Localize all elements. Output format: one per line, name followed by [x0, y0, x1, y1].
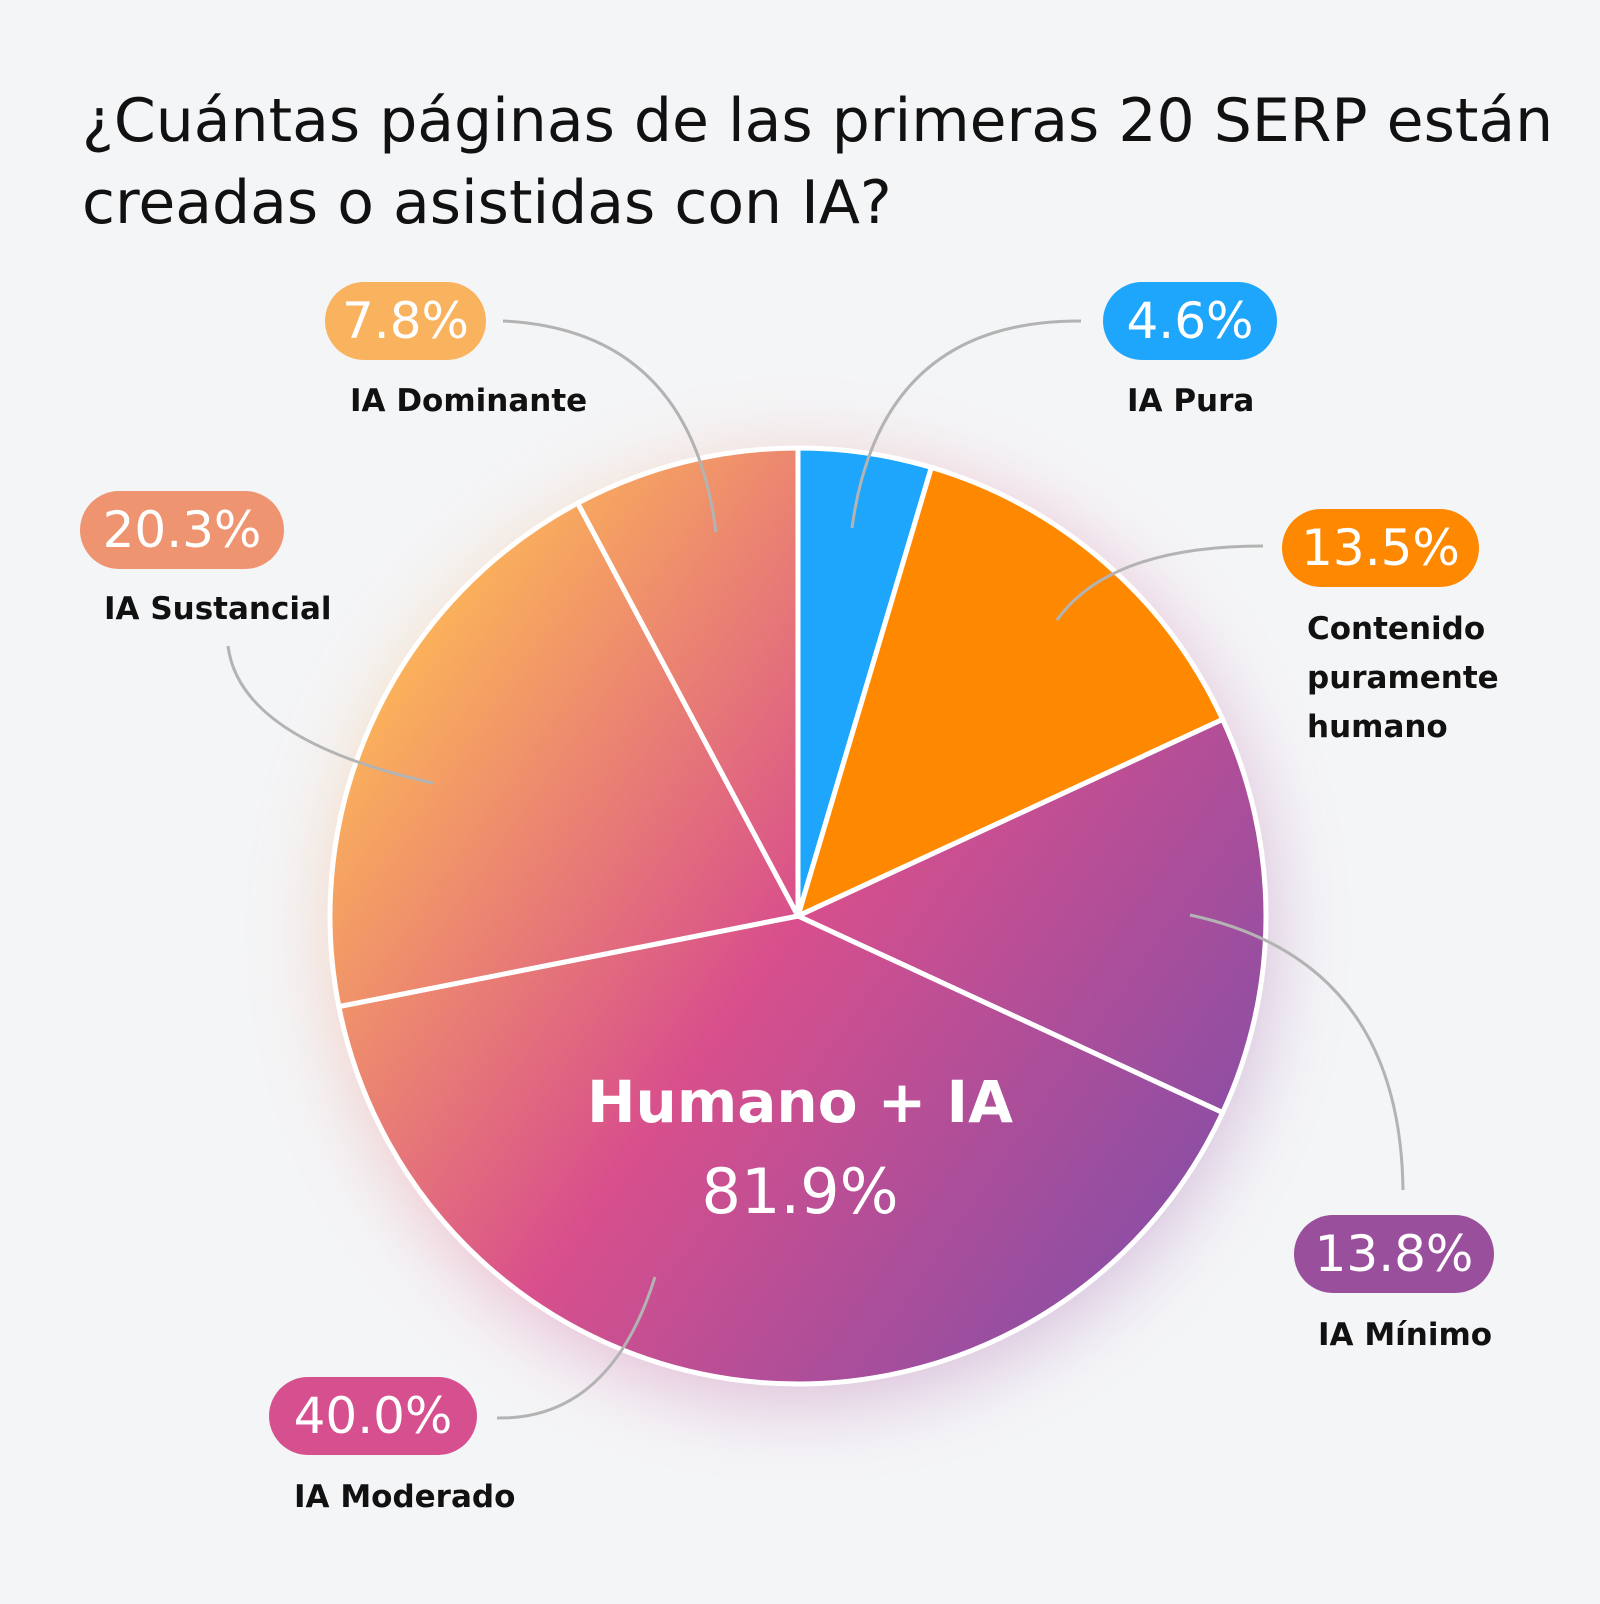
value-label-ia-sustancial: 20.3%: [80, 491, 284, 569]
leader-line-ia-pura: [850, 319, 1082, 529]
leader-line-ia-sustancial: [226, 645, 434, 785]
pie-slice-ia-dominante: [575, 445, 801, 919]
label-ia-pura: IA Pura: [1127, 383, 1255, 419]
label-ia-moderado: IA Moderado: [294, 1479, 516, 1515]
label-ia-dominante: IA Dominante: [350, 383, 588, 419]
group-value: 81.9%: [701, 1155, 899, 1228]
leader-line-ia-minimo: [1189, 913, 1405, 1191]
leader-line-contenido-humano: [1055, 544, 1264, 621]
pie-slice-ia-moderado: [336, 913, 1226, 1387]
leader-line-ia-dominante: [502, 319, 718, 533]
pie-slice-contenido: [795, 464, 1226, 919]
value-label-ia-moderado: 40.0%: [269, 1377, 477, 1455]
value-label-contenido-humano: 13.5%: [1282, 509, 1479, 587]
label-ia-sustancial: IA Sustancial: [104, 591, 332, 627]
value-label-ia-dominante: 7.8%: [325, 282, 486, 360]
pie-slice-ia-m-nimo: [795, 716, 1269, 1116]
chart-title: ¿Cuántas páginas de las primeras 20 SERP…: [82, 86, 1554, 238]
pie-slice-ia-sustancial: [327, 500, 801, 1010]
label-ia-minimo: IA Mínimo: [1318, 1317, 1493, 1353]
label-contenido-humano: Contenido puramente humano: [1307, 611, 1499, 745]
leader-line-ia-moderado: [496, 1276, 657, 1420]
group-label: Humano + IA: [587, 1068, 1013, 1136]
value-label-ia-pura: 4.6%: [1103, 282, 1277, 360]
value-label-ia-minimo: 13.8%: [1294, 1215, 1494, 1293]
